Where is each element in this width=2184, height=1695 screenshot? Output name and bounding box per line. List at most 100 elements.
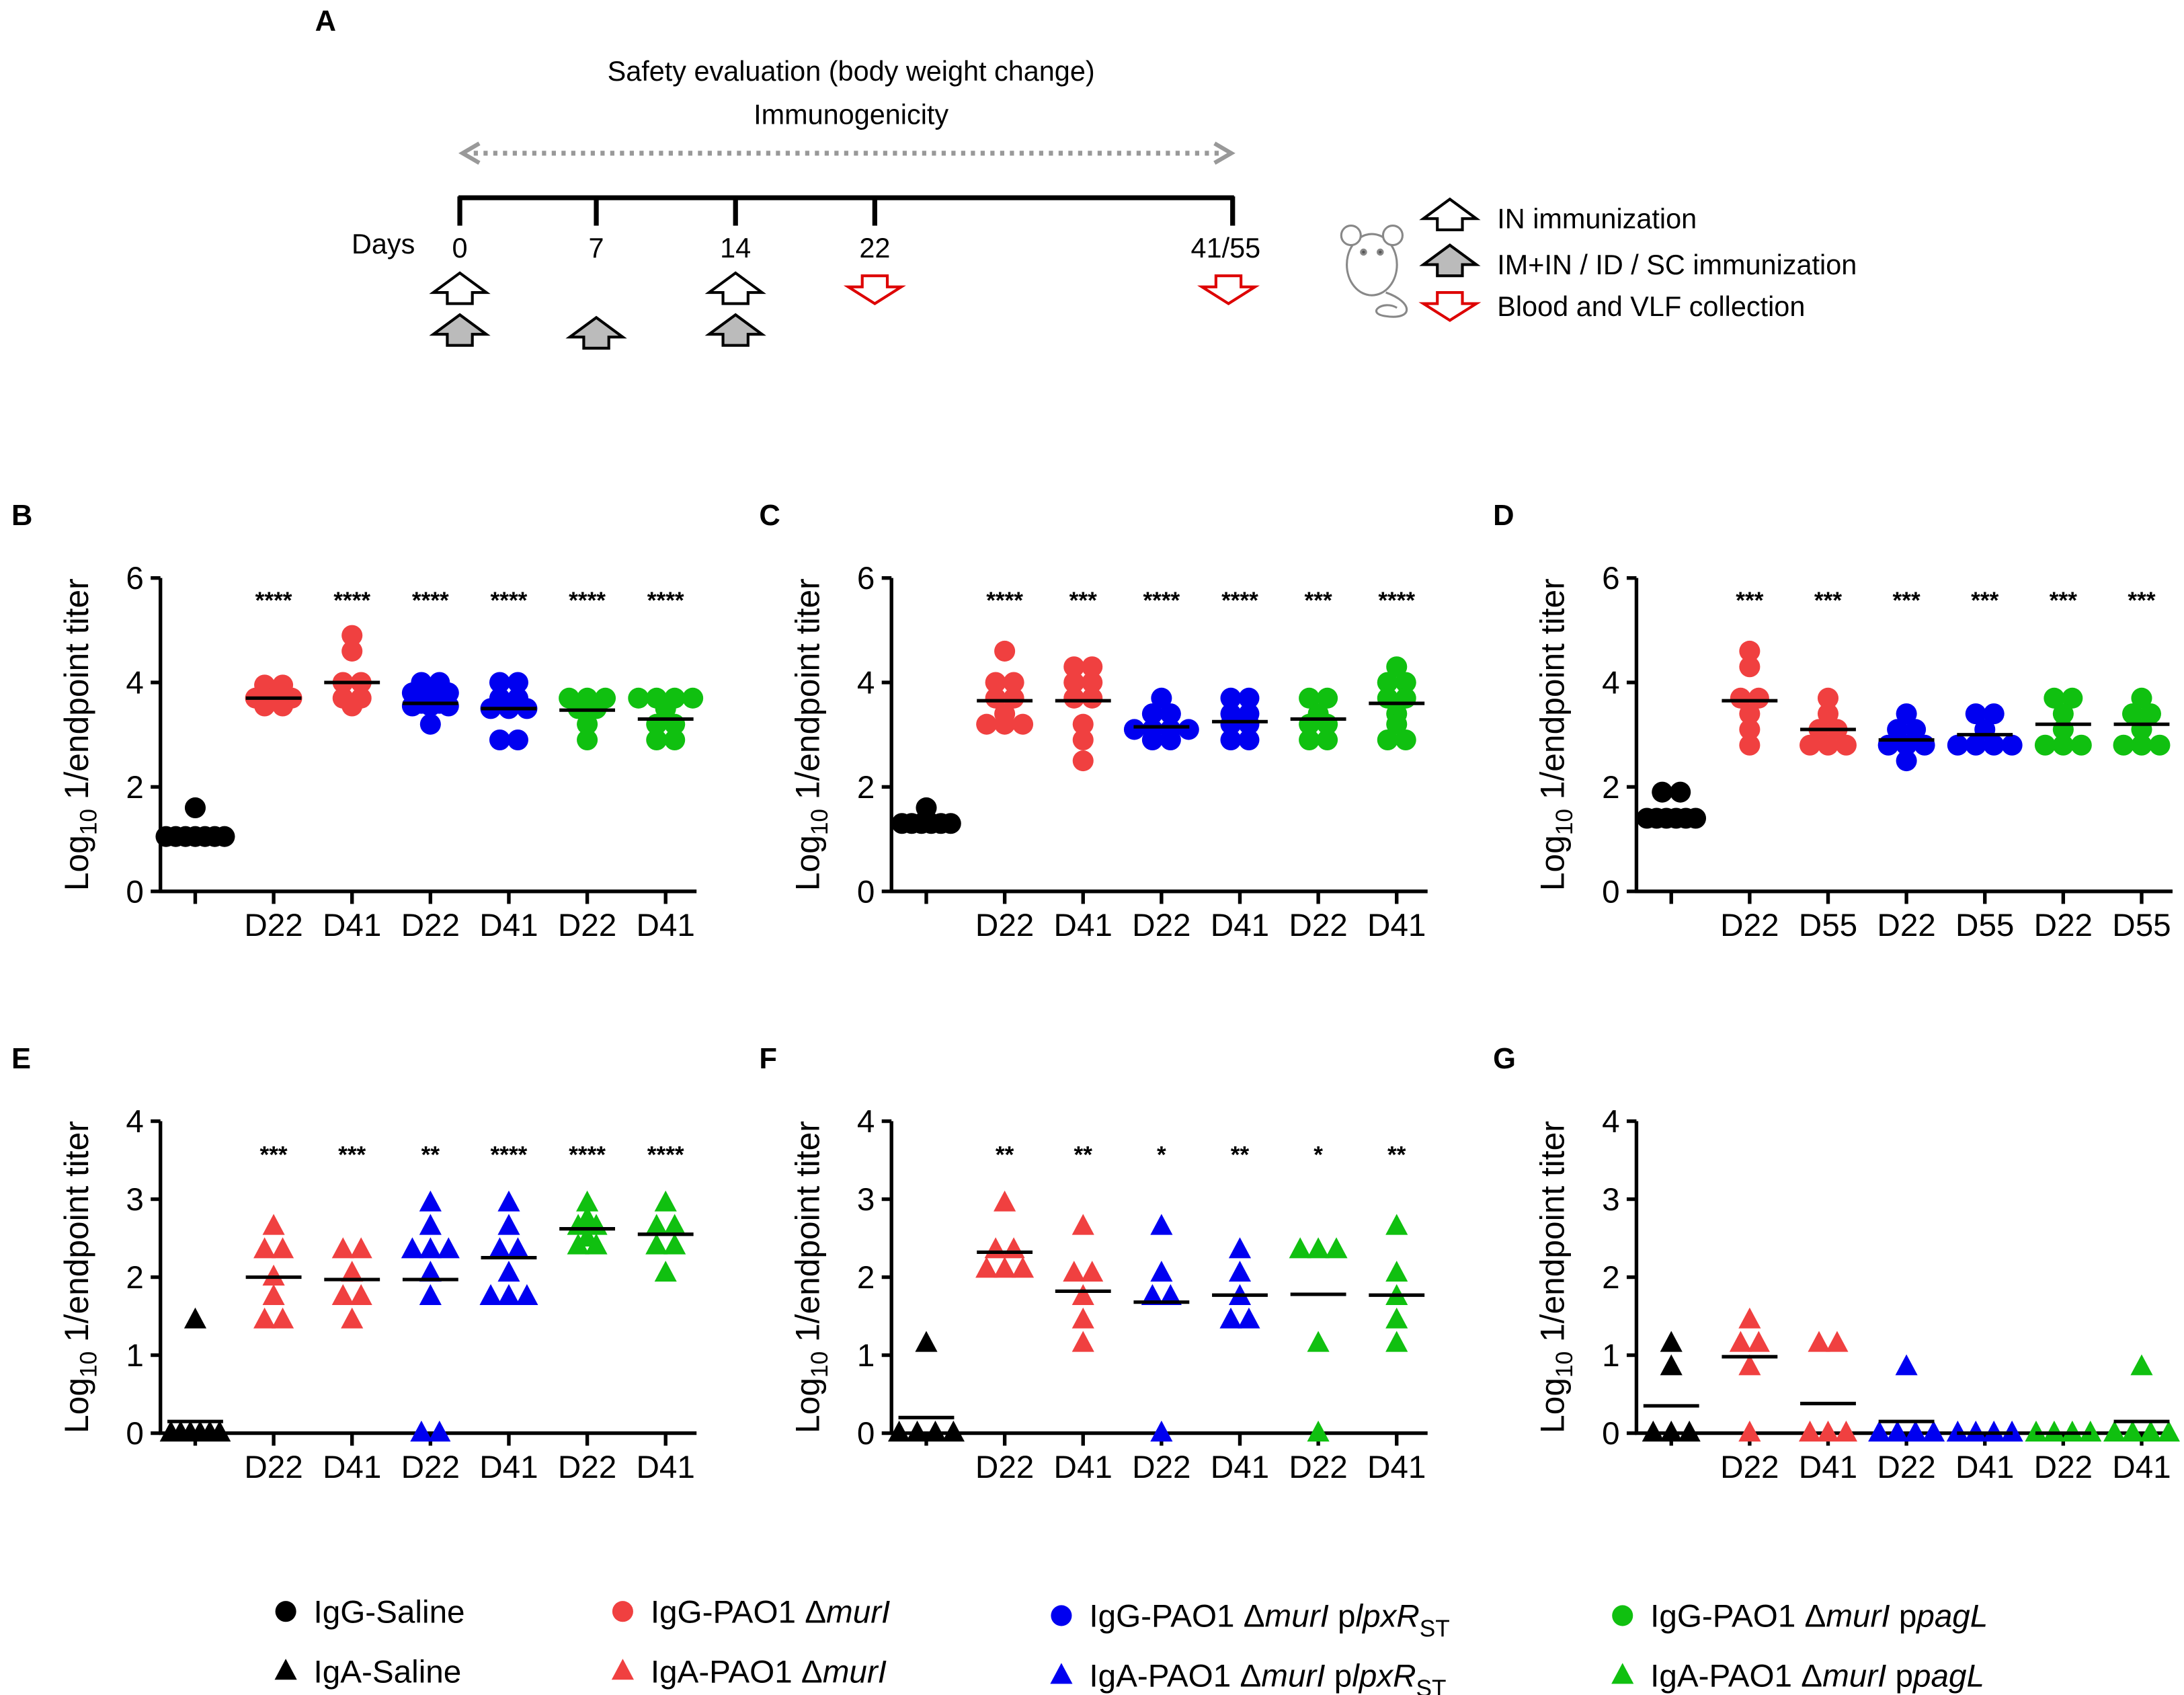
day-label: 7 <box>589 233 604 264</box>
data-point <box>2025 1420 2048 1442</box>
im-immunization-arrow-icon <box>565 315 627 350</box>
data-point <box>419 1214 442 1235</box>
data-point <box>1150 1420 1173 1442</box>
data-point <box>331 1237 354 1259</box>
data-point <box>1307 1331 1330 1352</box>
data-point <box>888 1420 911 1442</box>
data-point <box>1299 729 1320 751</box>
data-point <box>1071 1214 1094 1235</box>
legend-blood-vlf-collection: Blood and VLF collection <box>1497 291 1805 322</box>
timeline-title: Safety evaluation (body weight change) <box>608 56 1095 87</box>
data-point <box>272 695 294 717</box>
y-tick-label: 2 <box>1602 770 1620 805</box>
data-point <box>1877 734 1899 756</box>
x-tick-label: D41 <box>2112 1450 2171 1485</box>
data-point <box>401 695 423 717</box>
legend-collection-arrow-icon <box>1418 290 1482 322</box>
y-axis-label: Log10 1/endpoint titer <box>1534 1121 1578 1433</box>
panel-label: E <box>11 1043 31 1075</box>
legend-item: IgG-Saline <box>275 1594 465 1630</box>
panel-label: F <box>759 1043 777 1075</box>
y-tick-label: 0 <box>857 874 875 910</box>
significance-label: * <box>1313 1142 1323 1169</box>
in-immunization-arrow-icon <box>429 271 491 305</box>
data-point <box>1922 1420 1945 1442</box>
data-point <box>2103 1420 2126 1442</box>
y-tick-label: 2 <box>126 770 144 805</box>
data-point <box>1685 807 1707 829</box>
data-point <box>915 1331 938 1352</box>
significance-label: *** <box>338 1142 366 1169</box>
significance-label: *** <box>260 1142 288 1169</box>
data-point <box>1738 1354 1761 1376</box>
significance-label: **** <box>491 588 528 614</box>
data-point <box>1228 1261 1252 1282</box>
data-point <box>401 1237 423 1259</box>
legend-in-immunization: IN immunization <box>1497 204 1697 235</box>
data-point <box>262 1214 285 1235</box>
x-tick-label: D22 <box>1877 1450 1935 1485</box>
data-point <box>1063 672 1085 693</box>
significance-label: **** <box>569 1142 606 1169</box>
data-point <box>994 713 1016 735</box>
data-point <box>916 797 937 818</box>
data-point <box>184 1307 207 1329</box>
x-tick-label: D22 <box>1720 1450 1779 1485</box>
significance-label: **** <box>1378 588 1415 614</box>
data-point <box>2139 1420 2162 1442</box>
y-tick-label: 2 <box>857 1260 875 1296</box>
data-point <box>497 1284 520 1305</box>
legend-im-arrow-icon <box>1419 243 1481 278</box>
data-point <box>1160 703 1181 725</box>
x-tick-label: D22 <box>1720 908 1779 943</box>
data-point <box>271 1307 294 1329</box>
panel-g: G Log10 1/endpoint titer 0 1 2 3 4 D22 D41 D22 D41… <box>1493 1043 2180 1485</box>
in-immunization-arrow-icon <box>704 271 766 305</box>
data-point <box>1238 1307 1260 1329</box>
data-point <box>1395 729 1416 751</box>
day-label: 22 <box>859 233 890 264</box>
day-label: 14 <box>720 233 751 264</box>
data-point <box>1082 672 1103 693</box>
data-point <box>2121 703 2144 725</box>
data-point <box>1377 729 1398 751</box>
x-tick-label: D22 <box>244 1450 302 1485</box>
significance-label: **** <box>491 1142 528 1169</box>
data-point <box>1817 703 1839 725</box>
data-point <box>577 713 598 735</box>
y-tick-label: 1 <box>857 1338 875 1374</box>
data-point <box>1739 719 1761 740</box>
data-point <box>419 713 441 735</box>
legend-marker <box>274 1659 297 1680</box>
data-point <box>664 729 686 751</box>
data-point <box>1896 750 1917 772</box>
legend-item: IgG-PAO1 ΔmurI plpxRST <box>1051 1598 1450 1642</box>
data-point <box>1071 1331 1094 1352</box>
data-point <box>253 1237 276 1259</box>
significance-label: ** <box>421 1142 440 1169</box>
data-point <box>1946 1420 1969 1442</box>
data-point <box>682 687 704 709</box>
x-tick-label: D41 <box>637 908 695 943</box>
data-point <box>1729 1331 1752 1352</box>
x-tick-label: D41 <box>479 1450 538 1485</box>
data-point <box>1738 1307 1761 1329</box>
x-tick-label: D41 <box>1367 1450 1426 1485</box>
x-tick-label: D55 <box>1955 908 2014 943</box>
x-tick-label: D41 <box>323 1450 381 1485</box>
y-axis-label: Log10 1/endpoint titer <box>58 578 102 891</box>
data-point <box>1299 687 1320 709</box>
data-point <box>419 695 441 717</box>
data-point <box>1964 1420 1987 1442</box>
y-tick-label: 6 <box>126 561 144 596</box>
data-point <box>1965 734 1986 756</box>
data-point <box>2070 734 2092 756</box>
x-tick-label: D22 <box>401 1450 460 1485</box>
mouse-icon <box>1340 225 1408 318</box>
data-point <box>208 1420 231 1442</box>
legend-label: IgA-PAO1 ΔmurI plpxRST <box>1089 1659 1446 1695</box>
data-point <box>1808 1331 1830 1352</box>
data-point <box>567 1233 590 1255</box>
data-point <box>1220 713 1242 735</box>
data-point <box>1834 1420 1857 1442</box>
